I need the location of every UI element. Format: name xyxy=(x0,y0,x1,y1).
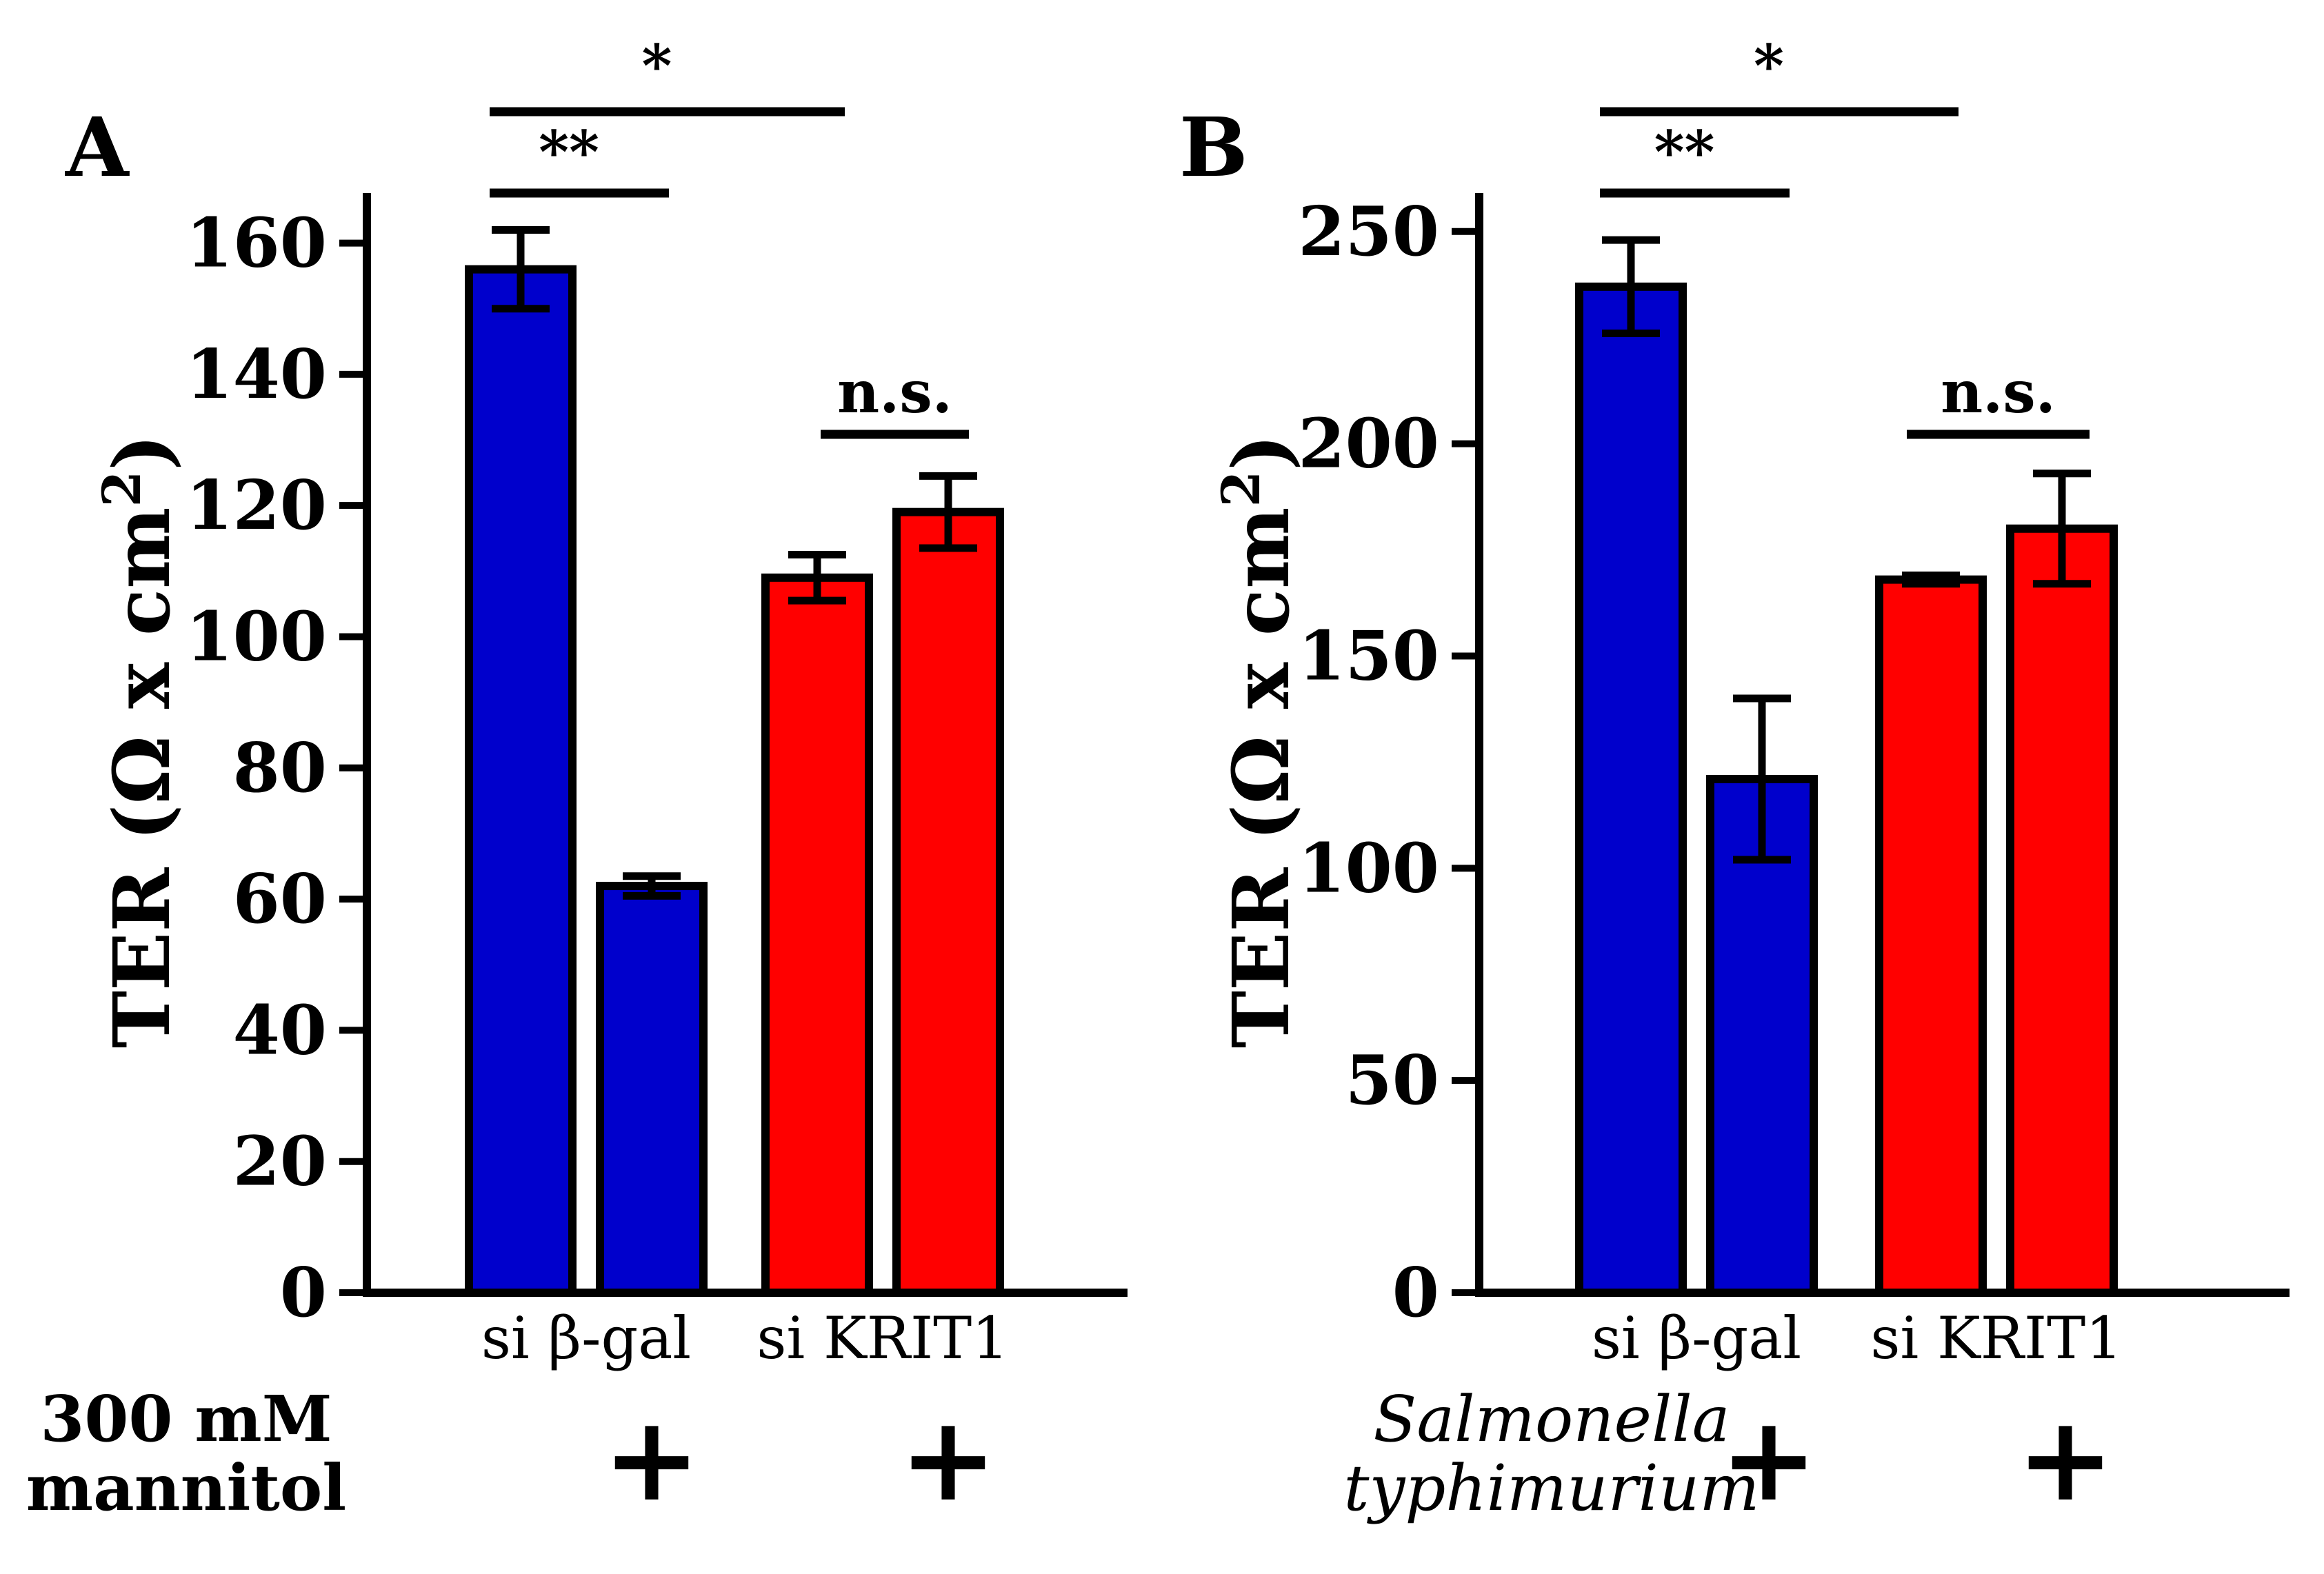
treatment-plus-marker: + xyxy=(2016,1390,2114,1528)
y-axis-label-superscript: 2 xyxy=(1210,471,1272,507)
y-tick-label: 200 xyxy=(1298,405,1439,484)
y-axis-label-superscript: 2 xyxy=(91,471,152,507)
y-tick-label: 50 xyxy=(1345,1041,1439,1120)
y-tick-label: 60 xyxy=(233,860,327,939)
y-tick-label: 40 xyxy=(233,991,327,1070)
y-tick-label: 250 xyxy=(1298,192,1439,272)
y-axis-label-main: TER (Ω x cm xyxy=(1216,507,1307,1048)
significance-label: ** xyxy=(539,118,599,186)
significance-label: * xyxy=(642,32,672,100)
panel-letter: B xyxy=(1179,99,1248,195)
y-tick-label: 0 xyxy=(1392,1253,1439,1333)
bar xyxy=(596,882,708,1297)
x-group-label: si KRIT1 xyxy=(1870,1304,2122,1372)
y-axis-label: TER (Ω x cm2) xyxy=(91,434,188,1049)
y-axis-label-main: TER (Ω x cm xyxy=(97,507,188,1048)
bar xyxy=(1875,575,1987,1297)
y-tick-label: 150 xyxy=(1298,616,1439,696)
treatment-plus-marker: + xyxy=(603,1390,701,1528)
y-tick-label: 140 xyxy=(186,335,327,414)
bar xyxy=(892,507,1004,1297)
y-tick-label: 80 xyxy=(233,729,327,808)
bar xyxy=(761,573,873,1297)
treatment-plus-marker: + xyxy=(899,1390,997,1528)
y-tick-label: 160 xyxy=(186,204,327,283)
x-group-label: si KRIT1 xyxy=(757,1304,1008,1372)
bar xyxy=(465,265,577,1297)
significance-label: ** xyxy=(1654,118,1715,186)
significance-label: n.s. xyxy=(837,358,952,426)
treatment-label: typhimurium xyxy=(1344,1451,1760,1525)
x-group-label: si β-gal xyxy=(481,1304,691,1372)
treatment-label: mannitol xyxy=(26,1451,347,1525)
y-tick-label: 100 xyxy=(186,597,327,676)
treatment-plus-marker: + xyxy=(1720,1390,1818,1528)
panel-a: A 0 20 40 60 80 100 120 140 160 TER (Ω x cm2) si β-… xyxy=(26,32,1128,1528)
significance-label: n.s. xyxy=(1941,358,2056,426)
panel-letter: A xyxy=(65,99,130,195)
panel-b: B 0 50 100 150 200 250 TER (Ω x cm2) si β-gal si … xyxy=(1179,32,2290,1528)
x-group-label: si β-gal xyxy=(1592,1304,1801,1372)
treatment-label: 300 mM xyxy=(40,1382,332,1456)
y-axis-label-close: ) xyxy=(97,434,188,471)
y-tick-label: 120 xyxy=(186,466,327,545)
y-tick-label: 0 xyxy=(280,1253,327,1333)
significance-label: * xyxy=(1754,32,1784,100)
treatment-label: Salmonella xyxy=(1373,1382,1730,1456)
bar xyxy=(2006,524,2118,1298)
y-tick-label: 100 xyxy=(1298,829,1439,908)
bar xyxy=(1575,282,1687,1298)
y-tick-label: 20 xyxy=(233,1122,327,1202)
y-axis-label-close: ) xyxy=(1216,434,1307,471)
y-axis-label: TER (Ω x cm2) xyxy=(1210,434,1307,1049)
